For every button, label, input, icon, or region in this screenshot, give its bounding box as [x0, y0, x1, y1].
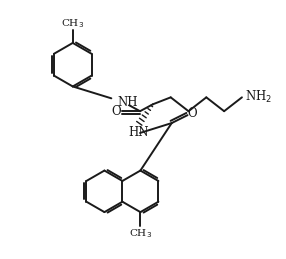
Text: NH$_2$: NH$_2$ [245, 89, 272, 105]
Text: O: O [188, 107, 197, 120]
Text: HN: HN [128, 126, 149, 139]
Text: CH$_3$: CH$_3$ [129, 227, 152, 240]
Text: CH$_3$: CH$_3$ [61, 17, 84, 30]
Text: O: O [112, 105, 121, 118]
Text: NH: NH [117, 96, 138, 109]
